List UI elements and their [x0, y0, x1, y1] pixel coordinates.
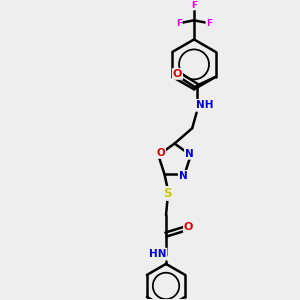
- Text: N: N: [185, 149, 194, 159]
- Text: HN: HN: [149, 249, 166, 259]
- Text: F: F: [176, 19, 182, 28]
- Text: NH: NH: [196, 100, 214, 110]
- Text: O: O: [156, 148, 165, 158]
- Text: O: O: [184, 222, 193, 232]
- Text: O: O: [173, 69, 182, 79]
- Text: F: F: [206, 19, 212, 28]
- Text: N: N: [179, 171, 188, 181]
- Text: S: S: [163, 187, 172, 200]
- Text: F: F: [191, 1, 197, 10]
